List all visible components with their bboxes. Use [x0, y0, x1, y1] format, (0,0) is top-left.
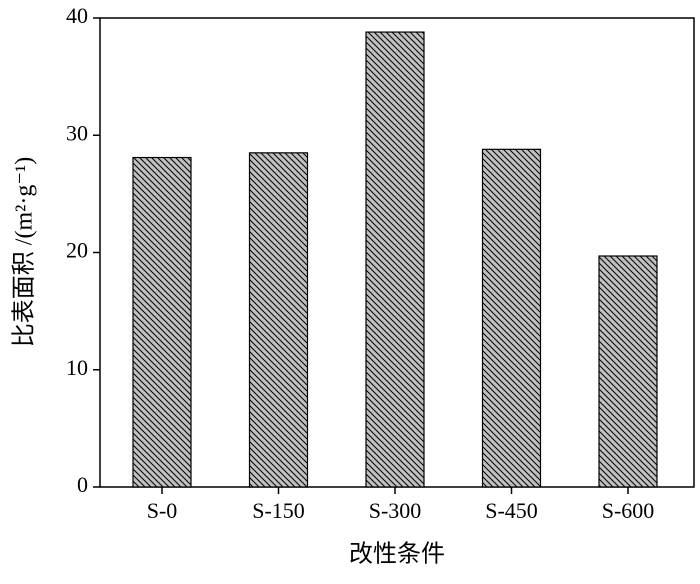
y-tick-label: 0: [77, 472, 88, 497]
y-tick-label: 10: [66, 355, 88, 380]
x-tick-label: S-600: [602, 498, 655, 523]
x-tick-label: S-300: [369, 498, 422, 523]
y-tick-label: 30: [66, 120, 88, 145]
x-tick-label: S-150: [252, 498, 305, 523]
bar: [248, 152, 309, 488]
bar: [598, 255, 658, 488]
y-tick-label: 20: [66, 238, 88, 263]
x-tick-label: S-450: [485, 498, 538, 523]
y-axis-title: 比表面积 /(m²·g⁻¹): [11, 157, 38, 347]
bar: [481, 148, 542, 488]
x-axis-title: 改性条件: [349, 541, 445, 568]
bar: [365, 31, 425, 488]
x-tick-label: S-0: [147, 498, 178, 523]
bar: [132, 156, 192, 488]
y-tick-label: 40: [66, 3, 88, 28]
